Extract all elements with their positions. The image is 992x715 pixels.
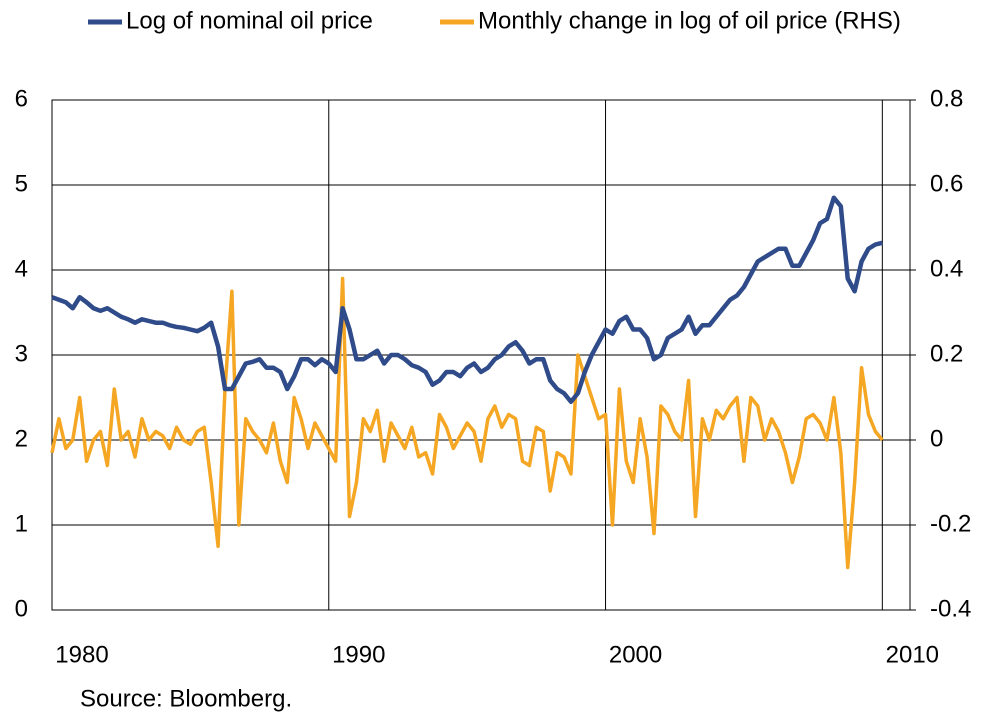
y-tick-label: 5 bbox=[15, 170, 28, 197]
x-tick-label: 2010 bbox=[886, 641, 939, 668]
x-tick-label: 1980 bbox=[55, 641, 108, 668]
y-tick-label: 3 bbox=[15, 340, 28, 367]
source-note: Source: Bloomberg. bbox=[80, 685, 292, 712]
y2-tick-label: 0.6 bbox=[930, 170, 963, 197]
y2-tick-label: 0.4 bbox=[930, 255, 963, 282]
x-tick-label: 2000 bbox=[609, 641, 662, 668]
series-line bbox=[50, 276, 884, 570]
y-tick-label: 6 bbox=[15, 85, 28, 112]
y2-tick-label: 0.2 bbox=[930, 340, 963, 367]
y-tick-label: 4 bbox=[15, 255, 28, 282]
legend-label: Monthly change in log of oil price (RHS) bbox=[478, 7, 901, 34]
series-line bbox=[51, 195, 883, 404]
y-tick-label: 0 bbox=[15, 595, 28, 622]
y-tick-label: 1 bbox=[15, 510, 28, 537]
y2-tick-label: -0.2 bbox=[930, 510, 971, 537]
legend-label: Log of nominal oil price bbox=[126, 7, 373, 34]
y-tick-label: 2 bbox=[15, 425, 28, 452]
y2-tick-label: 0.8 bbox=[930, 85, 963, 112]
y2-tick-label: 0 bbox=[930, 425, 943, 452]
y2-tick-label: -0.4 bbox=[930, 595, 971, 622]
x-tick-label: 1990 bbox=[332, 641, 385, 668]
